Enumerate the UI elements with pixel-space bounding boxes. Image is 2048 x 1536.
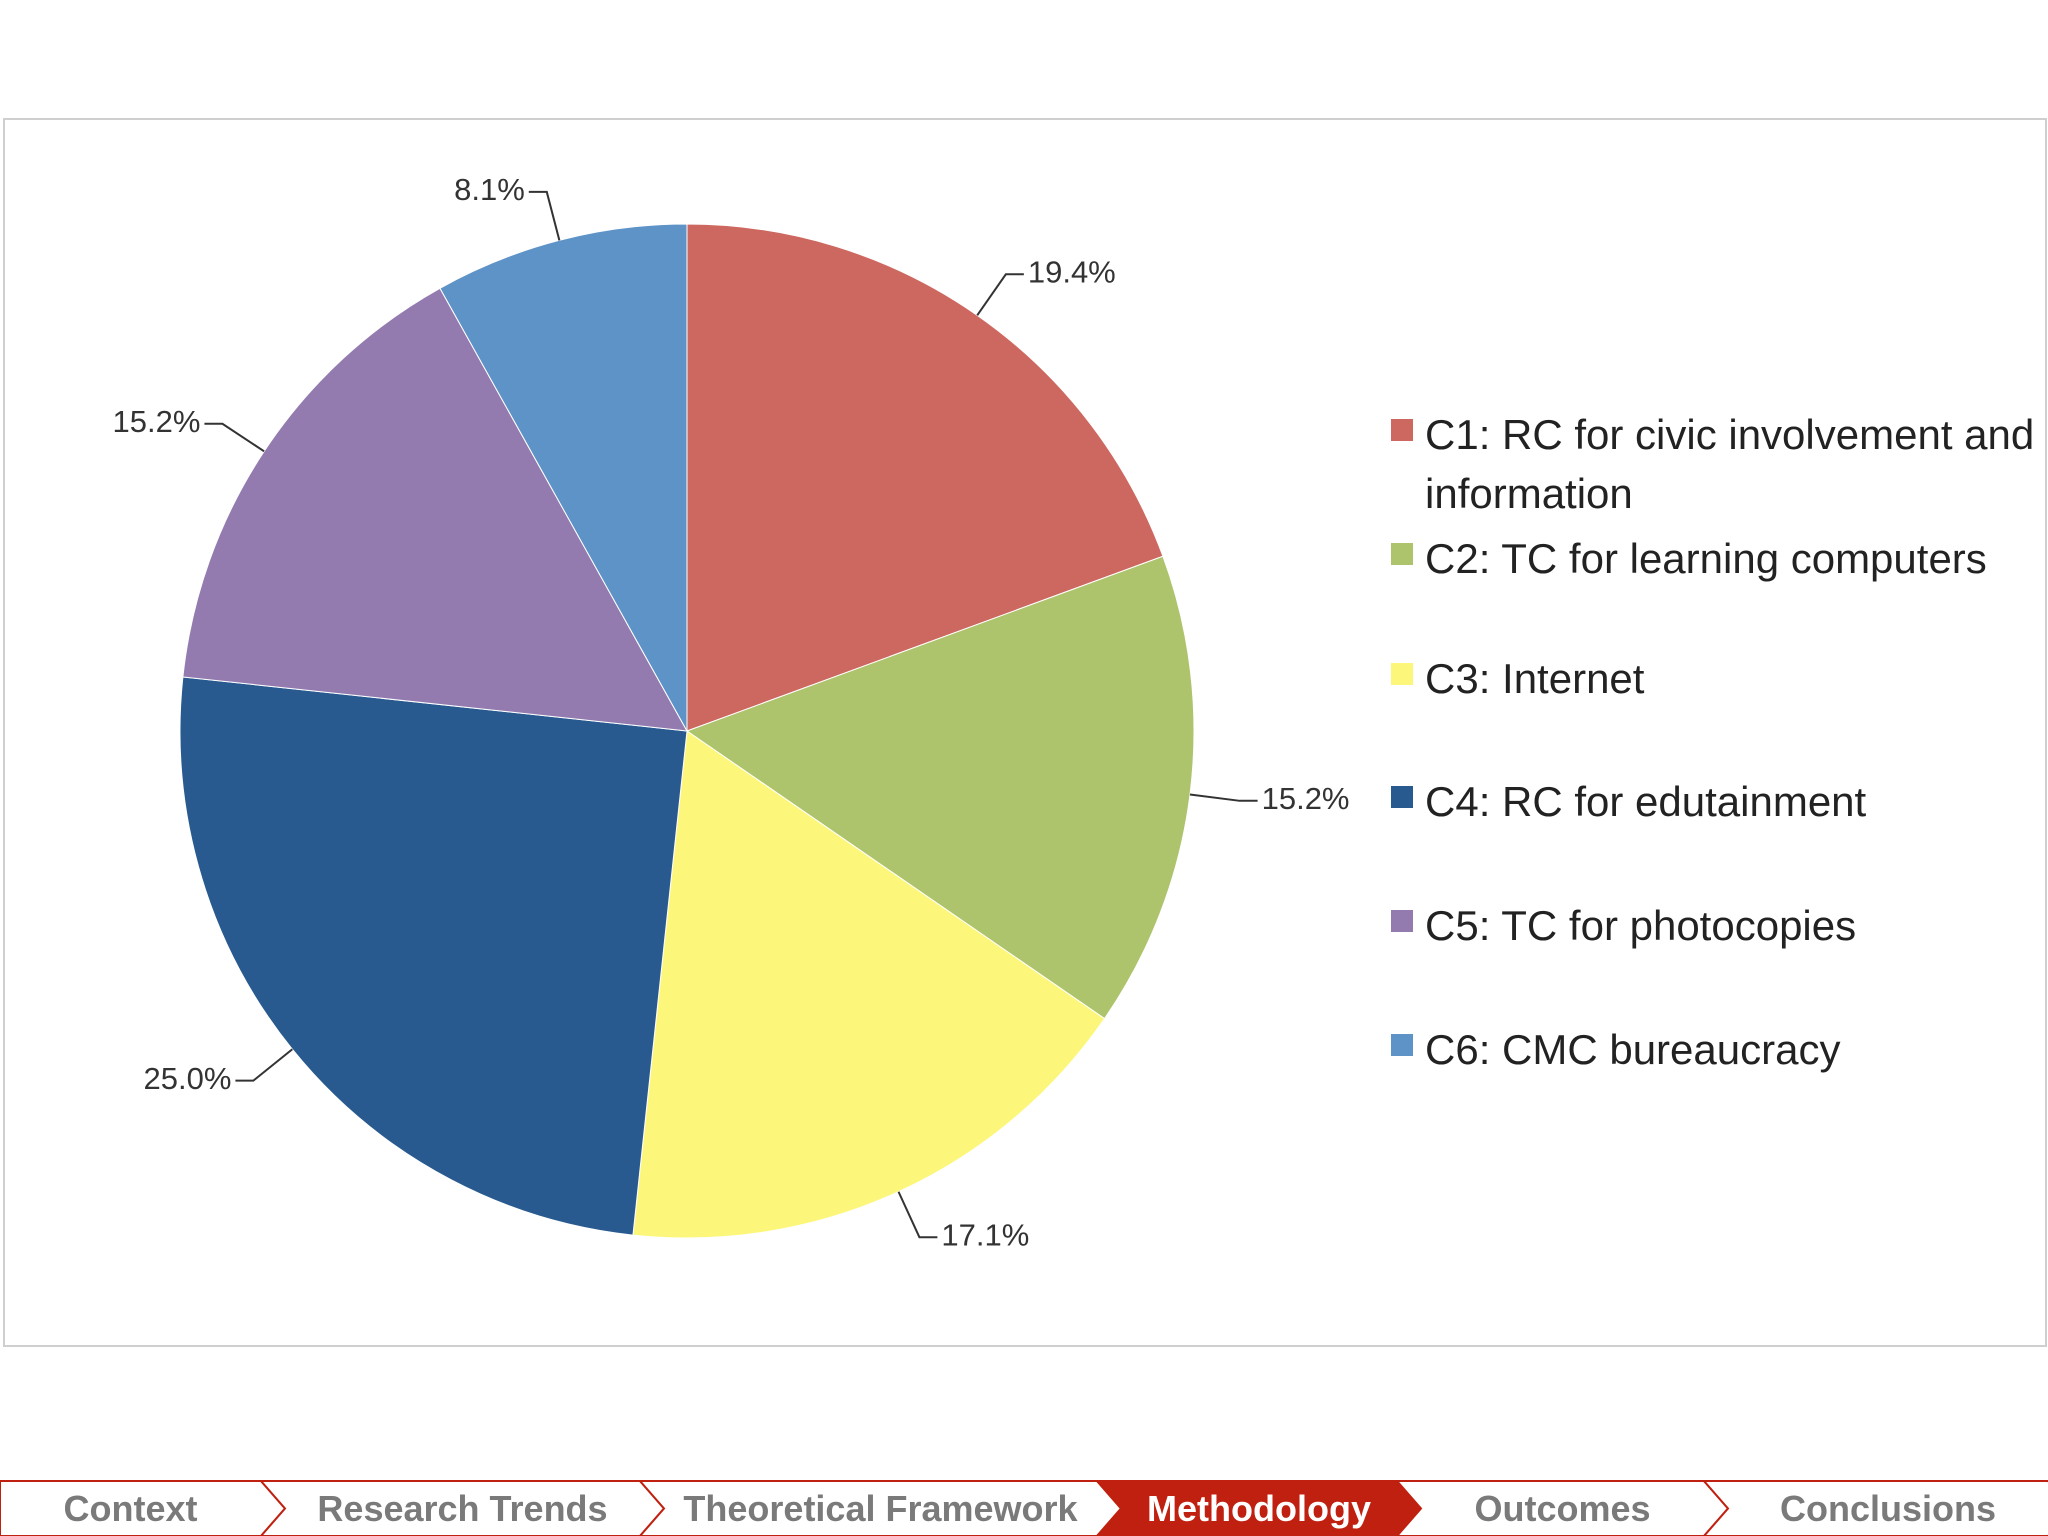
leader-line	[204, 422, 265, 453]
nav-label[interactable]: Context	[64, 1488, 198, 1529]
legend-swatch	[1391, 419, 1413, 441]
nav-label[interactable]: Theoretical Framework	[683, 1488, 1078, 1529]
data-label: 15.2%	[1262, 781, 1350, 816]
leader-line	[1189, 793, 1258, 802]
data-label: 25.0%	[143, 1061, 231, 1096]
legend-text: C6: CMC bureaucracy	[1425, 1026, 1841, 1073]
legend-text: C5: TC for photocopies	[1425, 902, 1857, 949]
legend-swatch	[1391, 786, 1413, 808]
legend-item: C5: TC for photocopies	[1391, 896, 2048, 955]
legend-swatch	[1391, 910, 1413, 932]
legend-swatch	[1391, 543, 1413, 565]
legend-text: C1: RC for civic involvement and informa…	[1425, 411, 2035, 517]
nav-tab[interactable]	[1701, 1480, 2048, 1536]
pie-slice	[179, 676, 688, 1236]
legend-item: C1: RC for civic involvement and informa…	[1391, 405, 2048, 523]
leader-line	[235, 1048, 293, 1082]
nav-label[interactable]: Conclusions	[1780, 1488, 1996, 1529]
data-label: 15.2%	[113, 404, 201, 439]
nav-label[interactable]: Methodology	[1147, 1488, 1371, 1529]
leader-line	[528, 190, 561, 241]
leader-line	[897, 1191, 938, 1239]
legend-item: C6: CMC bureaucracy	[1391, 1020, 2048, 1079]
legend-swatch	[1391, 663, 1413, 685]
data-label: 17.1%	[941, 1217, 1029, 1252]
pie-slice	[686, 223, 1164, 732]
legend-item: C4: RC for edutainment	[1391, 772, 2048, 831]
legend-text: C4: RC for edutainment	[1425, 778, 1867, 825]
nav-label[interactable]: Research Trends	[317, 1488, 607, 1529]
data-label: 19.4%	[1028, 254, 1116, 289]
leader-line	[976, 273, 1024, 316]
legend-text: C2: TC for learning computers	[1425, 535, 1987, 582]
nav-label[interactable]: Outcomes	[1474, 1488, 1650, 1529]
legend-swatch	[1391, 1034, 1413, 1056]
legend-item: C2: TC for learning computers	[1391, 529, 2048, 588]
legend-item: C3: Internet	[1391, 649, 2048, 708]
legend-text: C3: Internet	[1425, 655, 1645, 702]
chart-frame	[3, 118, 2047, 1347]
data-label: 8.1%	[454, 172, 525, 207]
